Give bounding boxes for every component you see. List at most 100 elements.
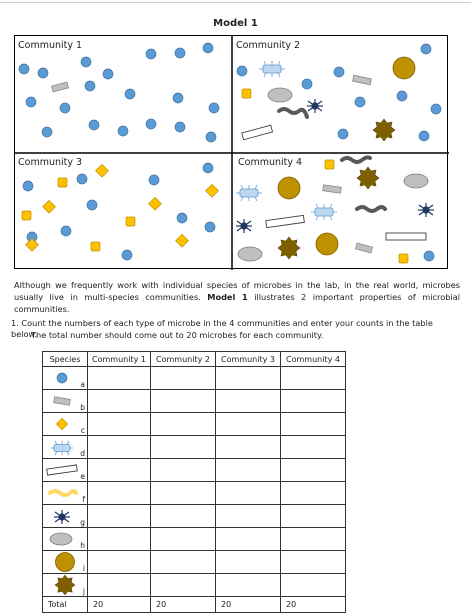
count-cell[interactable] (280, 458, 346, 482)
table-row: g (42, 504, 346, 528)
count-cell[interactable] (215, 389, 281, 413)
gray-rod-icon (53, 396, 71, 406)
species-cell: b (42, 389, 88, 413)
total-community-2: 20 (150, 596, 216, 613)
count-cell[interactable] (87, 573, 151, 597)
table-row: d (42, 435, 346, 459)
blue-circle-icon (56, 372, 68, 384)
model-diagram: Community 1 Community 2 Community 3 Comm… (14, 35, 449, 270)
count-table: Species Community 1 Community 2 Communit… (42, 351, 346, 613)
count-cell[interactable] (87, 389, 151, 413)
total-community-4: 20 (280, 596, 346, 613)
gray-oval-icon (49, 532, 73, 546)
total-community-1: 20 (87, 596, 151, 613)
question-1-note: The total number should come out to 20 m… (31, 330, 324, 340)
community-4-label: Community 4 (238, 157, 303, 168)
count-cell[interactable] (150, 504, 216, 528)
header-community-3: Community 3 (215, 351, 281, 367)
count-cell[interactable] (215, 527, 281, 551)
count-cell[interactable] (215, 366, 281, 390)
count-cell[interactable] (87, 504, 151, 528)
count-cell[interactable] (280, 389, 346, 413)
community-3-label: Community 3 (18, 157, 83, 168)
count-cell[interactable] (87, 412, 151, 436)
count-cell[interactable] (280, 504, 346, 528)
count-cell[interactable] (150, 550, 216, 574)
count-cell[interactable] (150, 573, 216, 597)
count-cell[interactable] (150, 481, 216, 505)
count-cell[interactable] (150, 366, 216, 390)
species-letter: h (80, 541, 85, 550)
white-rod-icon (46, 464, 78, 476)
count-cell[interactable] (150, 435, 216, 459)
blue-flagellate-icon (51, 440, 73, 456)
count-cell[interactable] (150, 412, 216, 436)
count-cell[interactable] (280, 573, 346, 597)
table-row: f (42, 481, 346, 505)
count-cell[interactable] (280, 550, 346, 574)
count-cell[interactable] (150, 527, 216, 551)
species-cell: h (42, 527, 88, 551)
species-letter: f (82, 495, 85, 504)
intro-text-bold: Model 1 (207, 292, 248, 302)
species-cell: g (42, 504, 88, 528)
count-cell[interactable] (150, 389, 216, 413)
species-cell: c (42, 412, 88, 436)
species-letter: e (80, 472, 85, 481)
count-cell[interactable] (215, 481, 281, 505)
total-community-3: 20 (215, 596, 281, 613)
species-cell: i (42, 550, 88, 574)
species-letter: b (80, 403, 85, 412)
count-cell[interactable] (87, 481, 151, 505)
species-letter: c (80, 426, 85, 435)
species-letter: d (80, 449, 85, 458)
count-cell[interactable] (150, 458, 216, 482)
count-cell[interactable] (87, 458, 151, 482)
community-2-label: Community 2 (236, 40, 301, 51)
table-row: h (42, 527, 346, 551)
species-cell: e (42, 458, 88, 482)
count-cell[interactable] (215, 550, 281, 574)
table-header-row: Species Community 1 Community 2 Communit… (42, 351, 346, 367)
yellow-diamond-icon (55, 417, 69, 431)
count-cell[interactable] (280, 366, 346, 390)
table-row: b (42, 389, 346, 413)
species-cell: d (42, 435, 88, 459)
yellow-wavy-icon (48, 489, 78, 497)
count-cell[interactable] (215, 412, 281, 436)
count-cell[interactable] (280, 412, 346, 436)
count-cell[interactable] (215, 504, 281, 528)
table-row: c (42, 412, 346, 436)
species-letter: g (80, 518, 85, 527)
header-community-2: Community 2 (150, 351, 216, 367)
navy-spider-icon (54, 510, 70, 524)
table-row: a (42, 366, 346, 390)
intro-text-b: illustrates 2 important properties of mi… (14, 292, 460, 314)
count-cell[interactable] (280, 435, 346, 459)
count-cell[interactable] (87, 366, 151, 390)
species-cell: a (42, 366, 88, 390)
count-cell[interactable] (87, 435, 151, 459)
count-cell[interactable] (87, 550, 151, 574)
total-label: Total (42, 596, 88, 613)
page-title: Model 1 (213, 18, 258, 29)
species-letter: a (80, 380, 85, 389)
header-species: Species (42, 351, 88, 367)
question-1: 1. Count the numbers of each type of mic… (11, 318, 433, 339)
intro-text-a: Although we frequently work with individ… (14, 280, 460, 302)
header-community-4: Community 4 (280, 351, 346, 367)
intro-paragraph: Although we frequently work with individ… (14, 279, 460, 315)
count-cell[interactable] (280, 527, 346, 551)
count-cell[interactable] (280, 481, 346, 505)
species-cell: j (42, 573, 88, 597)
count-cell[interactable] (215, 573, 281, 597)
community-1-label: Community 1 (18, 40, 83, 51)
species-letter: i (82, 564, 85, 573)
count-cell[interactable] (215, 435, 281, 459)
count-cell[interactable] (215, 458, 281, 482)
table-row: j (42, 573, 346, 597)
brown-star-icon (54, 574, 76, 596)
total-row: Total 20 20 20 20 (42, 596, 346, 613)
species-letter: j (82, 587, 85, 596)
count-cell[interactable] (87, 527, 151, 551)
